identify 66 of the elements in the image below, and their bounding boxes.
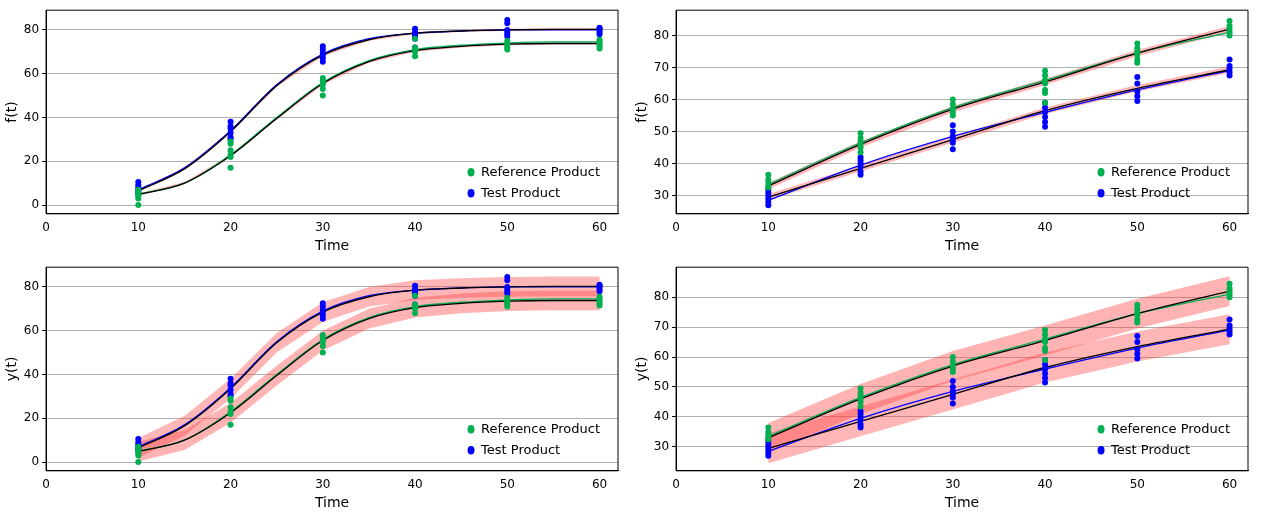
x-tick-label: 60 (1221, 220, 1238, 235)
x-tick-label: 60 (1221, 477, 1238, 492)
y-axis-title: f(t) (633, 101, 650, 123)
legend-label: Test Product (1110, 441, 1191, 457)
x-tick-label: 20 (222, 220, 239, 235)
x-tick-label: 30 (315, 477, 331, 492)
y-tick-label: 0 (31, 454, 40, 469)
x-tick-label: 10 (130, 477, 146, 492)
x-tick-label: 0 (42, 477, 50, 492)
y-tick-label: 80 (653, 27, 670, 42)
x-tick-label: 40 (1037, 220, 1053, 235)
y-tick-label: 80 (23, 279, 40, 294)
y-tick-label: 40 (653, 155, 670, 170)
y-tick-label: 60 (23, 65, 40, 80)
x-axis-title: Time (313, 237, 350, 254)
x-axis-title: Time (313, 494, 350, 511)
x-tick-label: 0 (672, 220, 680, 235)
legend-label: Test Product (480, 441, 561, 457)
y-tick-label: 60 (23, 322, 40, 337)
x-tick-label: 50 (499, 477, 515, 492)
y-tick-label: 50 (653, 379, 670, 394)
x-tick-label: 30 (945, 220, 961, 235)
y-axis-title: f(t) (3, 101, 20, 123)
y-tick-label: 80 (23, 22, 40, 37)
x-tick-label: 50 (1129, 477, 1145, 492)
y-tick-label: 70 (653, 319, 670, 334)
y-tick-label: 60 (653, 349, 670, 364)
x-axis-title: Time (943, 237, 980, 254)
x-tick-label: 60 (591, 220, 608, 235)
legend-label: Test Product (1110, 184, 1191, 200)
legend-label: Reference Product (481, 420, 601, 436)
x-tick-label: 60 (591, 477, 608, 492)
legend-label: Reference Product (1111, 420, 1231, 436)
y-tick-label: 50 (653, 123, 670, 138)
x-tick-label: 40 (1037, 477, 1053, 492)
y-tick-label: 70 (653, 59, 670, 74)
y-tick-label: 60 (653, 91, 670, 106)
y-tick-label: 30 (653, 438, 670, 453)
x-tick-label: 40 (407, 220, 423, 235)
y-tick-label: 80 (653, 289, 670, 304)
x-tick-label: 20 (852, 477, 869, 492)
y-axis-title: y(t) (3, 356, 20, 382)
x-tick-label: 20 (222, 477, 239, 492)
y-tick-label: 0 (31, 197, 40, 212)
x-tick-label: 10 (130, 220, 146, 235)
x-axis-title: Time (943, 494, 980, 511)
x-tick-label: 0 (42, 220, 50, 235)
y-tick-label: 30 (653, 187, 670, 202)
y-tick-label: 40 (23, 366, 40, 381)
x-tick-label: 40 (407, 477, 423, 492)
legend-label: Reference Product (1111, 163, 1231, 179)
x-tick-label: 20 (852, 220, 869, 235)
x-tick-label: 10 (760, 477, 776, 492)
x-tick-label: 10 (760, 220, 776, 235)
x-tick-label: 0 (672, 477, 680, 492)
y-tick-label: 40 (23, 109, 40, 124)
y-tick-label: 40 (653, 409, 670, 424)
x-tick-label: 50 (499, 220, 515, 235)
y-tick-label: 20 (23, 153, 40, 168)
x-tick-label: 50 (1129, 220, 1145, 235)
legend-label: Test Product (480, 184, 561, 200)
legend-label: Reference Product (481, 163, 601, 179)
y-tick-label: 20 (23, 410, 40, 425)
x-tick-label: 30 (945, 477, 961, 492)
y-axis-title: y(t) (633, 356, 650, 382)
x-tick-label: 30 (315, 220, 331, 235)
